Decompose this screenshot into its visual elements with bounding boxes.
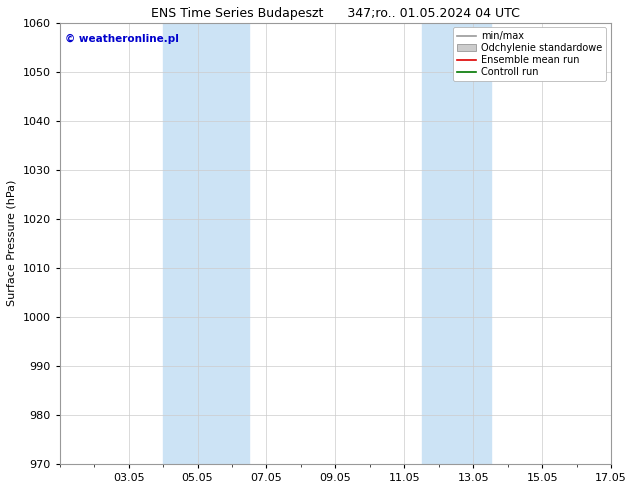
Legend: min/max, Odchylenie standardowe, Ensemble mean run, Controll run: min/max, Odchylenie standardowe, Ensembl…	[453, 27, 606, 81]
Text: © weatheronline.pl: © weatheronline.pl	[65, 33, 179, 44]
Bar	[422, 23, 491, 464]
Y-axis label: Surface Pressure (hPa): Surface Pressure (hPa)	[7, 180, 17, 306]
Bar	[163, 23, 249, 464]
Title: ENS Time Series Budapeszt      347;ro.. 01.05.2024 04 UTC: ENS Time Series Budapeszt 347;ro.. 01.05…	[151, 7, 520, 20]
